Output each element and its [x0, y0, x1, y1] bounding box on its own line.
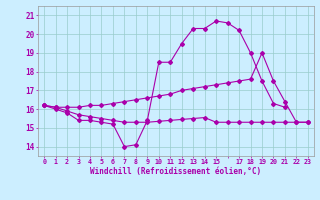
X-axis label: Windchill (Refroidissement éolien,°C): Windchill (Refroidissement éolien,°C) — [91, 167, 261, 176]
